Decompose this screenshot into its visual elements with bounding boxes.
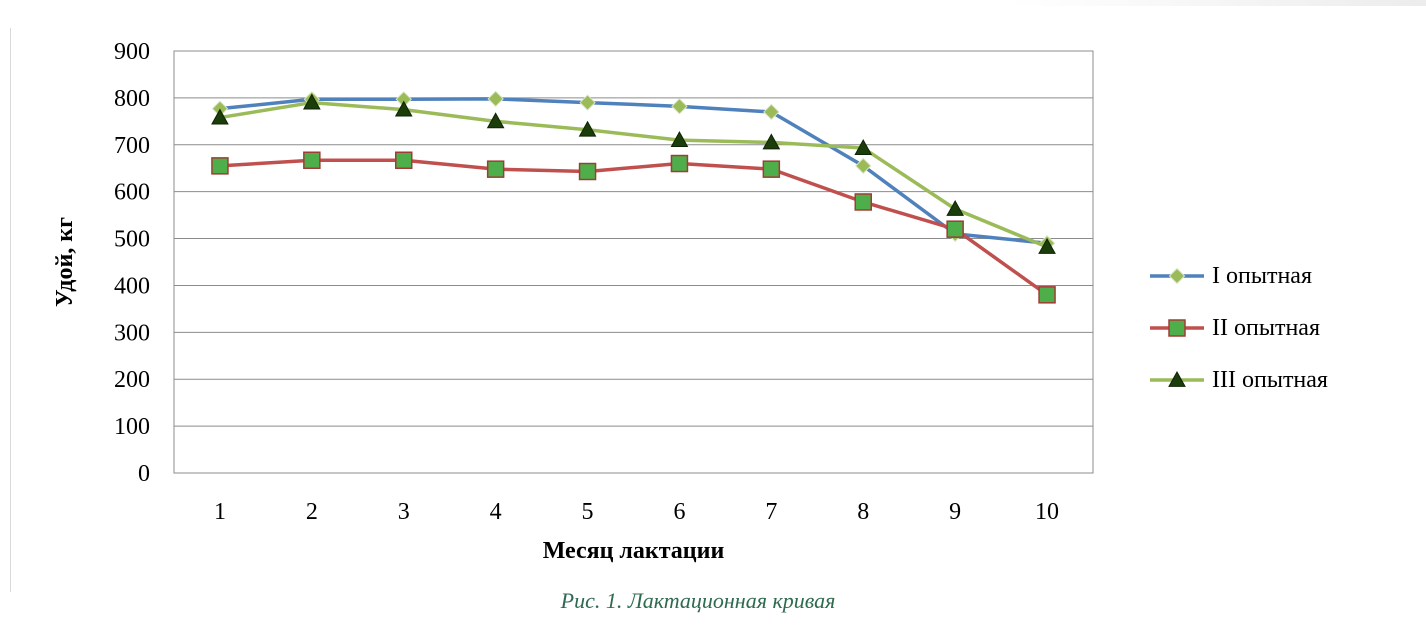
y-tick-label: 700 — [114, 133, 150, 159]
data-point-triangle — [762, 133, 781, 150]
data-point-diamond — [487, 90, 504, 108]
x-tick-label: 10 — [1035, 499, 1059, 525]
data-point-diamond — [579, 94, 596, 111]
y-tick-label: 0 — [138, 461, 150, 487]
data-point-diamond — [763, 103, 780, 121]
data-point-diamond — [855, 157, 872, 175]
data-point-triangle — [486, 112, 505, 129]
left-border-line — [10, 28, 11, 592]
data-point-square — [1038, 286, 1056, 304]
legend-marker-square — [1150, 319, 1204, 337]
series-layer — [211, 90, 1056, 304]
data-point-square — [303, 151, 321, 170]
x-tick-label: 9 — [949, 499, 961, 525]
legend-item-series-2: II опытная — [1148, 302, 1328, 354]
y-tick-label: 800 — [114, 86, 150, 112]
y-tick-label: 900 — [114, 39, 150, 65]
data-point-square — [670, 154, 689, 173]
data-point-square — [762, 160, 781, 178]
series-line — [219, 158, 1049, 297]
data-point-triangle — [670, 131, 689, 147]
legend-label: II опытная — [1212, 314, 1320, 341]
series-2 — [211, 151, 1056, 304]
top-edge-shadow — [1006, 0, 1426, 6]
data-point-triangle — [946, 199, 964, 216]
series-line — [219, 97, 1048, 245]
x-tick-label: 6 — [673, 499, 685, 525]
legend-label: III опытная — [1212, 366, 1328, 393]
data-point-triangle — [854, 139, 873, 155]
data-point-square — [211, 157, 229, 175]
x-tick-label: 1 — [214, 499, 226, 525]
y-tick-label: 400 — [114, 273, 150, 299]
legend-label: I опытная — [1212, 262, 1312, 289]
data-point-square — [1168, 319, 1186, 337]
y-axis-title: Удой, кг — [52, 217, 78, 307]
data-point-triangle — [1038, 237, 1056, 254]
legend: I опытная II опытная III опытная — [1148, 250, 1328, 406]
data-point-square — [578, 162, 597, 181]
data-point-triangle — [578, 120, 597, 137]
data-point-square — [854, 193, 872, 211]
lactation-chart: 0 100 200 300 400 500 600 700 800 900 1 2 3 4 5 6 7 8 9 10 … — [52, 39, 1328, 564]
legend-item-series-3: III опытная — [1148, 354, 1328, 406]
x-axis-title: Месяц лактации — [543, 538, 725, 564]
legend-marker-diamond — [1150, 267, 1204, 285]
series-1 — [211, 90, 1056, 252]
data-point-diamond — [671, 98, 688, 115]
x-tick-label: 2 — [306, 499, 318, 525]
y-tick-label: 600 — [114, 180, 150, 206]
data-point-triangle — [303, 93, 321, 110]
y-tick-label: 100 — [114, 414, 150, 440]
y-tick-label: 500 — [114, 227, 150, 253]
y-tick-label: 200 — [114, 367, 150, 393]
data-point-square — [486, 160, 505, 178]
x-tick-label: 8 — [857, 499, 869, 525]
x-tick-label: 3 — [398, 499, 410, 525]
data-point-square — [395, 151, 413, 170]
series-line — [219, 100, 1048, 249]
data-point-square — [946, 220, 964, 238]
data-point-triangle — [394, 100, 413, 117]
x-tick-label: 5 — [582, 499, 594, 525]
legend-item-series-1: I опытная — [1148, 250, 1328, 302]
y-tick-label: 300 — [114, 320, 150, 346]
legend-marker-triangle — [1150, 370, 1204, 387]
series-3 — [211, 93, 1056, 254]
data-point-diamond — [1168, 267, 1186, 285]
x-tick-label: 4 — [490, 499, 502, 525]
grid-lines — [174, 50, 1093, 474]
figure-caption: Рис. 1. Лактационная кривая — [560, 588, 836, 613]
data-point-triangle — [1168, 370, 1186, 387]
x-tick-label: 7 — [765, 499, 777, 525]
plot-area-border — [173, 50, 1094, 474]
axes: 0 100 200 300 400 500 600 700 800 900 1 2 3 4 5 6 7 8 9 10 — [114, 39, 1094, 525]
data-point-triangle — [211, 108, 229, 125]
